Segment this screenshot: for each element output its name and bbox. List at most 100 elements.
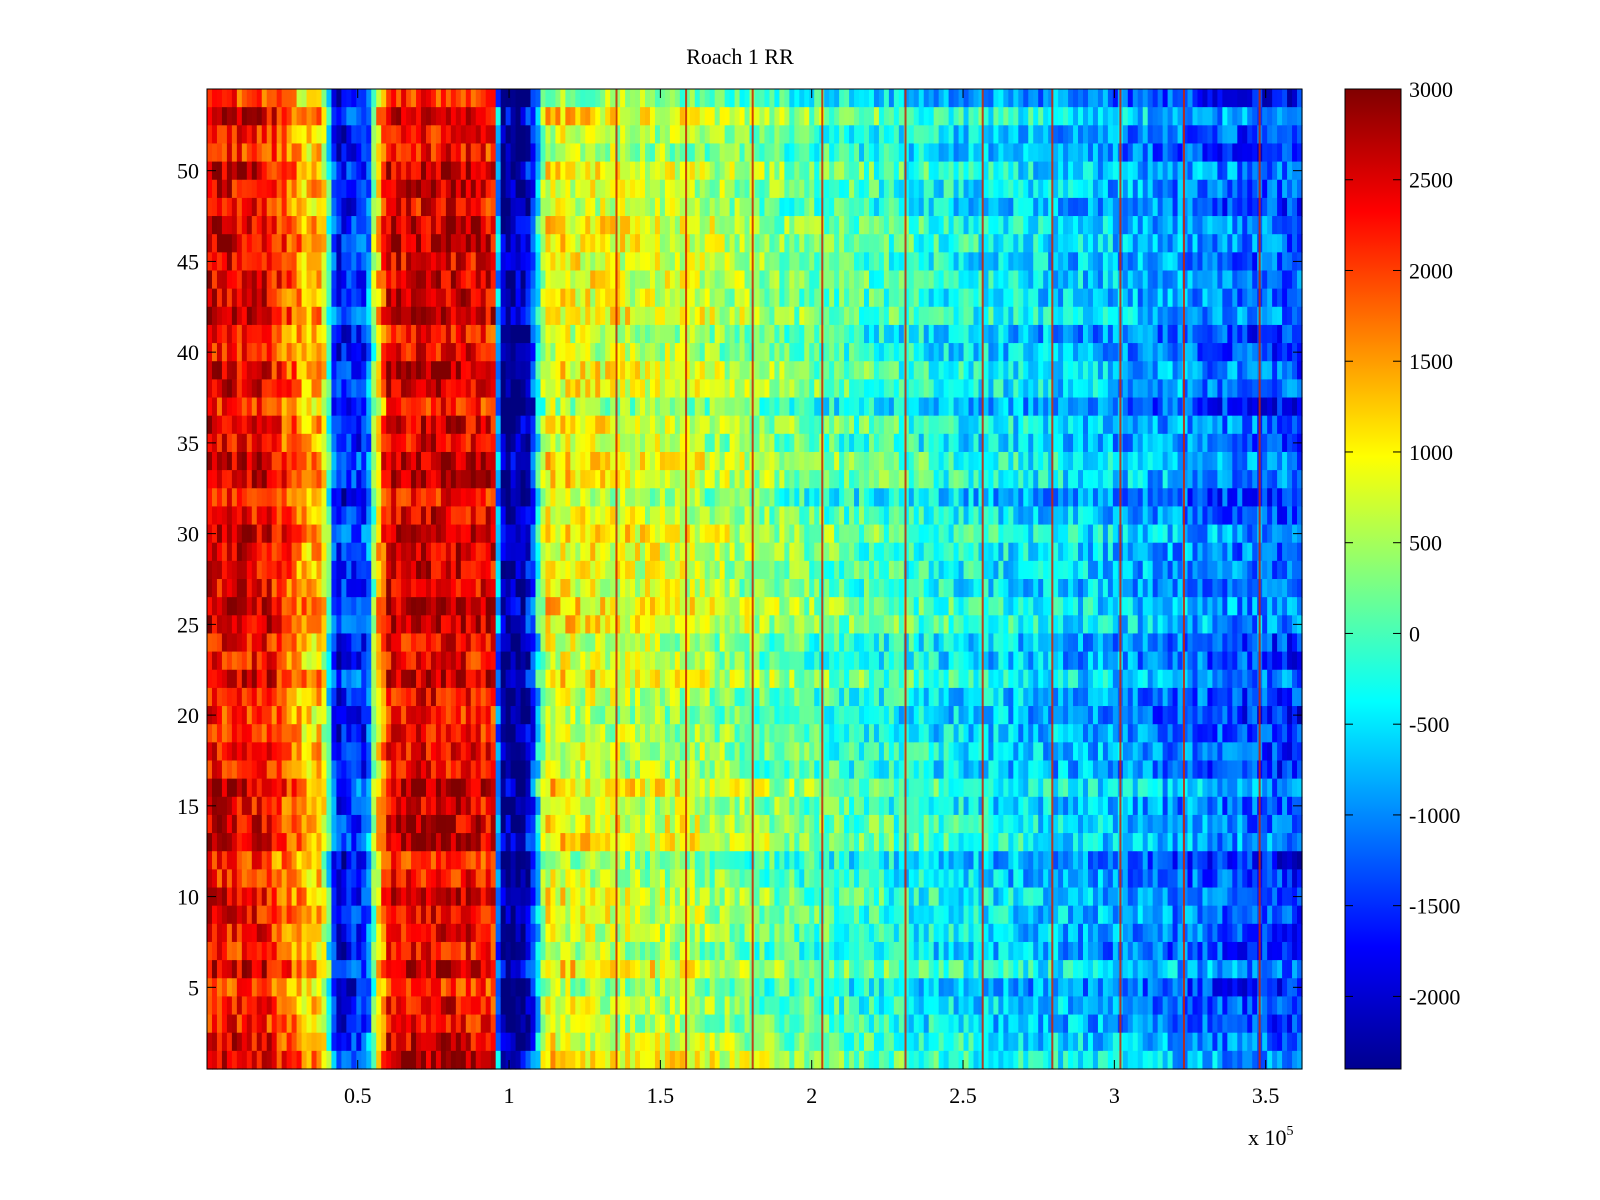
heatmap-cell (620, 89, 626, 108)
heatmap-cell (361, 524, 367, 544)
heatmap-cell (261, 833, 268, 852)
heatmap-cell (664, 379, 671, 399)
heatmap-cell (341, 415, 347, 435)
heatmap-cell (236, 1032, 243, 1052)
heatmap-cell (326, 887, 333, 907)
heatmap-cell (450, 796, 457, 816)
heatmap-cell (296, 597, 303, 616)
heatmap-cell (246, 633, 253, 653)
heatmap-cell (361, 579, 367, 598)
heatmap-cell (421, 560, 427, 580)
heatmap-cell (426, 252, 432, 272)
heatmap-cell (406, 1014, 412, 1034)
heatmap-cell (450, 397, 457, 417)
heatmap-cell (211, 270, 218, 290)
heatmap-cell (291, 851, 298, 870)
heatmap-cell (361, 760, 367, 780)
heatmap-cell (545, 343, 552, 362)
heatmap-cell (610, 1050, 616, 1070)
heatmap-cell (590, 978, 596, 998)
heatmap-cell (605, 687, 611, 707)
heatmap-cell (640, 506, 646, 526)
heatmap-cell (316, 397, 323, 417)
heatmap-cell (207, 814, 213, 834)
heatmap-cell (615, 669, 621, 689)
heatmap-cell (381, 724, 387, 743)
heatmap-cell (430, 216, 437, 235)
heatmap-cell (236, 796, 243, 816)
heatmap-cell (480, 742, 487, 762)
heatmap-cell (490, 796, 497, 816)
heatmap-cell (256, 833, 263, 852)
heatmap-cell (495, 960, 502, 979)
heatmap-cell (505, 270, 512, 290)
heatmap-cell (590, 1050, 596, 1070)
heatmap-cell (306, 996, 313, 1016)
heatmap-cell (585, 851, 591, 870)
heatmap-cell (530, 379, 537, 399)
heatmap-cell (480, 506, 487, 526)
heatmap-cell (286, 451, 293, 471)
heatmap-cell (585, 179, 591, 199)
heatmap-cell (386, 887, 392, 907)
heatmap-cell (580, 107, 586, 126)
heatmap-cell (376, 397, 382, 417)
heatmap-cell (351, 869, 357, 889)
heatmap-cell (406, 760, 412, 780)
heatmap-cell (316, 941, 323, 961)
heatmap-cell (361, 814, 367, 834)
heatmap-cell (605, 252, 611, 272)
heatmap-cell (226, 978, 233, 998)
heatmap-cell (515, 542, 522, 562)
heatmap-cell (480, 1050, 487, 1070)
heatmap-cell (495, 506, 502, 526)
heatmap-cell (401, 125, 407, 145)
heatmap-cell (575, 234, 581, 253)
heatmap-cell (445, 415, 452, 435)
heatmap-cell (426, 161, 432, 181)
heatmap-cell (406, 415, 412, 435)
heatmap-cell (490, 923, 497, 943)
heatmap-cell (326, 615, 333, 635)
heatmap-cell (545, 579, 552, 598)
heatmap-cell (406, 905, 412, 925)
heatmap-cell (381, 669, 387, 689)
heatmap-cell (356, 216, 362, 235)
heatmap-cell (406, 234, 412, 253)
heatmap-cell (207, 960, 213, 979)
heatmap-cell (659, 1050, 666, 1070)
heatmap-cell (535, 869, 542, 889)
heatmap-cell (216, 343, 223, 362)
heatmap-cell (406, 488, 412, 508)
heatmap-cell (301, 579, 308, 598)
heatmap-cell (654, 651, 661, 671)
heatmap-cell (426, 343, 432, 362)
heatmap-cell (426, 579, 432, 598)
heatmap-cell (640, 833, 646, 852)
heatmap-cell (520, 1050, 527, 1070)
heatmap-cell (341, 161, 347, 181)
heatmap-cell (396, 488, 402, 508)
heatmap-cell (351, 796, 357, 816)
heatmap-cell (625, 397, 631, 417)
heatmap-cell (256, 379, 263, 399)
heatmap-cell (366, 960, 372, 979)
heatmap-cell (221, 324, 228, 344)
heatmap-cell (605, 923, 611, 943)
heatmap-cell (515, 633, 522, 653)
heatmap-cell (261, 560, 268, 580)
heatmap-cell (560, 161, 566, 181)
heatmap-cell (600, 252, 606, 272)
heatmap-cell (381, 361, 387, 380)
heatmap-cell (236, 125, 243, 145)
heatmap-cell (326, 361, 333, 380)
heatmap-cell (351, 524, 357, 544)
heatmap-cell (615, 796, 621, 816)
heatmap-cell (485, 197, 492, 217)
heatmap-cell (291, 597, 298, 616)
heatmap-cell (331, 814, 338, 834)
heatmap-cell (664, 397, 671, 417)
heatmap-cell (251, 615, 258, 635)
heatmap-cell (565, 488, 571, 508)
heatmap-cell (485, 433, 492, 453)
